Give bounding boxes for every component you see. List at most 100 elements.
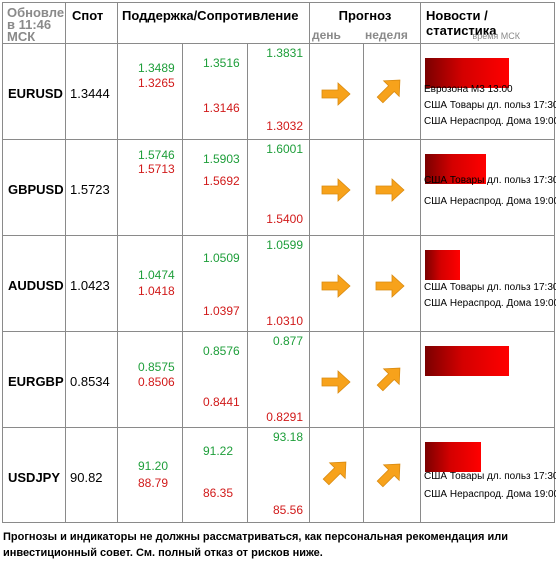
pair-row-gbpusd: GBPUSD 1.5723 1.5746 1.5713 1.5903 1.5692 1.60… <box>2 139 556 236</box>
news-title: Новости / статистика <box>426 8 497 38</box>
week-forecast-cell <box>362 139 422 236</box>
news-cell: США Товары дл. польз 17:30 США Нераспрод.… <box>420 235 556 332</box>
support-2: 0.8441 <box>203 395 240 409</box>
pair-name: USDJPY <box>8 470 61 485</box>
pair-name-cell: GBPUSD <box>2 139 66 236</box>
news-item: США Нераспрод. Дома 19:00 <box>424 196 556 207</box>
week-label: неделя <box>365 28 408 42</box>
news-item: США Товары дл. польз 17:30 <box>424 175 556 186</box>
pair-name-cell: EURGBP <box>2 331 66 428</box>
resistance-1: 1.0474 <box>138 268 175 282</box>
day-forecast-cell <box>309 235 364 332</box>
pair-name: GBPUSD <box>8 182 64 197</box>
pair-row-eurgbp: EURGBP 0.8534 0.8575 0.8506 0.8576 0.8441 0.87… <box>2 331 556 428</box>
level-3-cell: 1.0599 1.0310 <box>247 235 310 332</box>
level-3-cell: 1.6001 1.5400 <box>247 139 310 236</box>
news-impact-bar <box>425 58 509 88</box>
news-item: США Товары дл. польз 17:30 <box>424 100 556 111</box>
support-2: 1.0397 <box>203 304 240 318</box>
resistance-1: 91.20 <box>138 459 169 473</box>
day-label: день <box>312 28 341 42</box>
level-3-cell: 0.877 0.8291 <box>247 331 310 428</box>
support-1: 1.3265 <box>138 76 175 90</box>
support-3: 1.5400 <box>266 212 303 226</box>
spot-cell: 1.0423 <box>65 235 118 332</box>
spot-price: 90.82 <box>70 470 103 485</box>
resistance-3: 0.877 <box>272 334 303 348</box>
updated-time: в 11:46 МСК <box>7 17 52 44</box>
disclaimer: Прогнозы и индикаторы не должны рассматр… <box>3 531 509 559</box>
week-forecast-cell <box>362 43 422 140</box>
right-arrow-icon <box>321 178 351 202</box>
resistance-1: 1.5746 <box>138 148 175 162</box>
resistance-2: 91.22 <box>203 444 234 458</box>
support-1: 1.0418 <box>138 284 175 298</box>
pair-row-usdjpy: USDJPY 90.82 91.20 88.79 91.22 86.35 93.18 85.5… <box>2 427 556 523</box>
news-item: США Товары дл. польз 17:30 <box>424 282 556 293</box>
pair-name: AUDUSD <box>8 278 64 293</box>
resistance-3: 93.18 <box>272 430 303 444</box>
day-forecast-cell <box>309 139 364 236</box>
support-1: 0.8506 <box>138 375 175 389</box>
spot-cell: 0.8534 <box>65 331 118 428</box>
support-3: 85.56 <box>272 503 303 517</box>
level-2-cell: 91.22 86.35 <box>182 427 248 523</box>
week-forecast-cell <box>362 235 422 332</box>
level-1-cell: 1.0474 1.0418 <box>117 235 183 332</box>
right-arrow-icon <box>321 370 351 394</box>
level-2-cell: 1.5903 1.5692 <box>182 139 248 236</box>
news-cell <box>420 331 556 428</box>
header-row: Обновлено в 11:46 МСК Спот Поддержка/Соп… <box>2 2 556 44</box>
up-right-arrow-icon <box>376 367 401 392</box>
support-2: 1.3146 <box>203 101 240 115</box>
pair-row-audusd: AUDUSD 1.0423 1.0474 1.0418 1.0509 1.0397 1.05… <box>2 235 556 332</box>
updated-cell: Обновлено в 11:46 МСК <box>2 2 80 44</box>
support-1: 88.79 <box>138 476 169 490</box>
level-2-cell: 0.8576 0.8441 <box>182 331 248 428</box>
up-right-arrow-icon <box>322 461 347 486</box>
spot-price: 1.3444 <box>70 86 110 101</box>
resistance-2: 0.8576 <box>203 344 240 358</box>
level-2-cell: 1.0509 1.0397 <box>182 235 248 332</box>
level-1-cell: 91.20 88.79 <box>117 427 183 523</box>
forecast-title: Прогноз <box>338 8 392 23</box>
level-1-cell: 0.8575 0.8506 <box>117 331 183 428</box>
news-item: Еврозона М3 13:00 <box>424 84 513 95</box>
pair-name: EURGBP <box>8 374 64 389</box>
day-forecast-cell <box>309 427 364 523</box>
spot-cell: 1.3444 <box>65 43 118 140</box>
news-item: США Нераспрод. Дома 19:00 <box>424 298 556 309</box>
resistance-2: 1.3516 <box>203 56 240 70</box>
right-arrow-icon <box>321 274 351 298</box>
support-resistance-header: Поддержка/Сопротивление <box>117 2 310 44</box>
level-1-cell: 1.5746 1.5713 <box>117 139 183 236</box>
spot-cell: 1.5723 <box>65 139 118 236</box>
news-cell: Еврозона М3 13:00 США Товары дл. польз 17… <box>420 43 556 140</box>
resistance-3: 1.6001 <box>266 142 303 156</box>
support-2: 1.5692 <box>203 174 240 188</box>
level-3-cell: 93.18 85.56 <box>247 427 310 523</box>
right-arrow-icon <box>375 274 405 298</box>
pair-name-cell: USDJPY <box>2 427 66 523</box>
news-item: США Нераспрод. Дома 19:00 <box>424 489 556 500</box>
level-2-cell: 1.3516 1.3146 <box>182 43 248 140</box>
news-impact-bar <box>425 154 486 184</box>
right-arrow-icon <box>321 82 351 106</box>
time-label: время МСК <box>472 31 521 41</box>
pair-row-eurusd: EURUSD 1.3444 1.3489 1.3265 1.3516 1.3146 1.38… <box>2 43 556 140</box>
support-2: 86.35 <box>203 486 234 500</box>
day-forecast-cell <box>309 331 364 428</box>
news-impact-bar <box>425 442 482 472</box>
pair-name-cell: EURUSD <box>2 43 66 140</box>
spot-price: 1.5723 <box>70 182 110 197</box>
day-forecast-cell <box>309 43 364 140</box>
resistance-2: 1.0509 <box>203 251 240 265</box>
level-3-cell: 1.3831 1.3032 <box>247 43 310 140</box>
week-forecast-cell <box>362 427 422 523</box>
news-item: США Товары дл. польз 17:30 <box>424 471 556 482</box>
news-cell: США Товары дл. польз 17:30 США Нераспрод.… <box>420 139 556 236</box>
forex-table-container: Обновлено в 11:46 МСК Спот Поддержка/Соп… <box>2 2 556 523</box>
support-3: 1.0310 <box>266 314 303 328</box>
resistance-1: 0.8575 <box>138 360 175 374</box>
week-forecast-cell <box>362 331 422 428</box>
